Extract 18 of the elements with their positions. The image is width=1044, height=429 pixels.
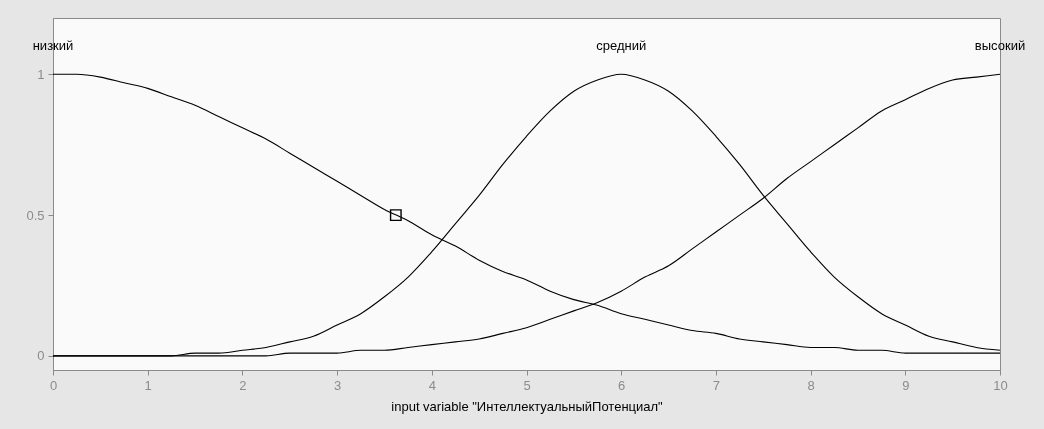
- x-axis-title: input variable "ИнтеллектуальныйПотенциал": [391, 398, 664, 414]
- x-tick-label: 3: [333, 377, 342, 393]
- x-tick-label: 7: [712, 377, 721, 393]
- x-tick-label: 6: [618, 377, 626, 393]
- series-label: высокий: [974, 38, 1026, 54]
- x-tick-label: 10: [993, 377, 1008, 393]
- x-tick-label: 0: [49, 377, 58, 393]
- x-tick-label: 1: [144, 377, 152, 393]
- series-label: низкий: [32, 38, 74, 54]
- y-tick-label: 0: [37, 348, 45, 364]
- y-tick-label: 0.5: [26, 207, 45, 223]
- series-label: средний: [596, 38, 647, 54]
- y-tick-label: 1: [37, 66, 45, 82]
- x-tick-label: 8: [807, 377, 815, 393]
- x-tick-label: 9: [902, 377, 910, 393]
- x-tick-label: 5: [523, 377, 531, 393]
- x-tick-label: 2: [239, 377, 247, 393]
- x-tick-label: 4: [428, 377, 436, 393]
